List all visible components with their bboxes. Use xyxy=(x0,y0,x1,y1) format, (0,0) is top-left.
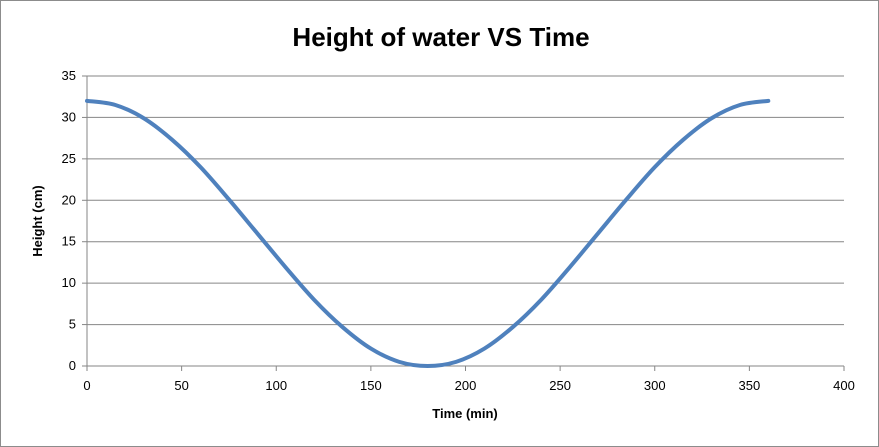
x-tick-label: 350 xyxy=(739,378,761,393)
axes xyxy=(82,75,845,371)
y-axis-label: Height (cm) xyxy=(30,185,45,257)
y-tick-label: 35 xyxy=(62,68,76,83)
x-tick-label: 300 xyxy=(644,378,666,393)
x-tick-label: 50 xyxy=(174,378,188,393)
y-tick-label: 15 xyxy=(62,234,76,249)
gridlines xyxy=(87,75,844,326)
x-tick-label: 250 xyxy=(549,378,571,393)
y-tick-label: 10 xyxy=(62,275,76,290)
x-tick-label: 100 xyxy=(265,378,287,393)
x-tick-label: 200 xyxy=(455,378,477,393)
y-tick-label: 5 xyxy=(69,317,76,332)
chart-title: Height of water VS Time xyxy=(292,22,589,52)
x-tick-label: 400 xyxy=(833,378,855,393)
series-line-0 xyxy=(85,98,771,368)
y-tick-label: 25 xyxy=(62,151,76,166)
y-tick-label: 0 xyxy=(69,358,76,373)
series-layer xyxy=(85,98,771,368)
x-tick-label: 150 xyxy=(360,378,382,393)
x-axis-label: Time (min) xyxy=(432,406,498,421)
y-tick-label: 30 xyxy=(62,109,76,124)
x-tick-label: 0 xyxy=(83,378,90,393)
y-tick-label: 20 xyxy=(62,192,76,207)
